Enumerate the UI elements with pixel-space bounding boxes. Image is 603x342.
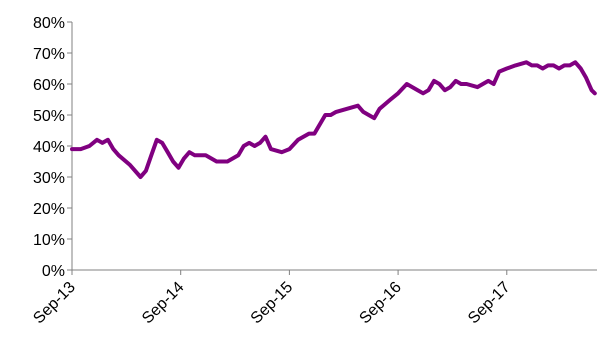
y-tick-label: 80% [33, 15, 65, 32]
x-axis-ticks: Sep-13 Sep-14 Sep-15 Sep-16 Sep-17 [30, 270, 514, 328]
y-tick-label: 70% [33, 46, 65, 63]
x-tick-label: Sep-15 [248, 279, 297, 328]
y-axis-ticks: 0% 10% 20% 30% 40% 50% 60% 70% 80% [33, 15, 72, 280]
x-tick-label: Sep-13 [30, 279, 79, 328]
x-tick-label: Sep-16 [356, 279, 405, 328]
x-tick-label: Sep-14 [139, 279, 188, 328]
y-tick-label: 10% [33, 232, 65, 249]
y-tick-label: 20% [33, 201, 65, 218]
y-tick-label: 60% [33, 77, 65, 94]
y-tick-label: 30% [33, 170, 65, 187]
y-tick-label: 40% [33, 139, 65, 156]
y-tick-label: 0% [42, 263, 65, 280]
x-tick-label: Sep-17 [465, 279, 514, 328]
series-line-0 [70, 60, 597, 179]
y-tick-label: 50% [33, 108, 65, 125]
series-group [70, 60, 597, 179]
